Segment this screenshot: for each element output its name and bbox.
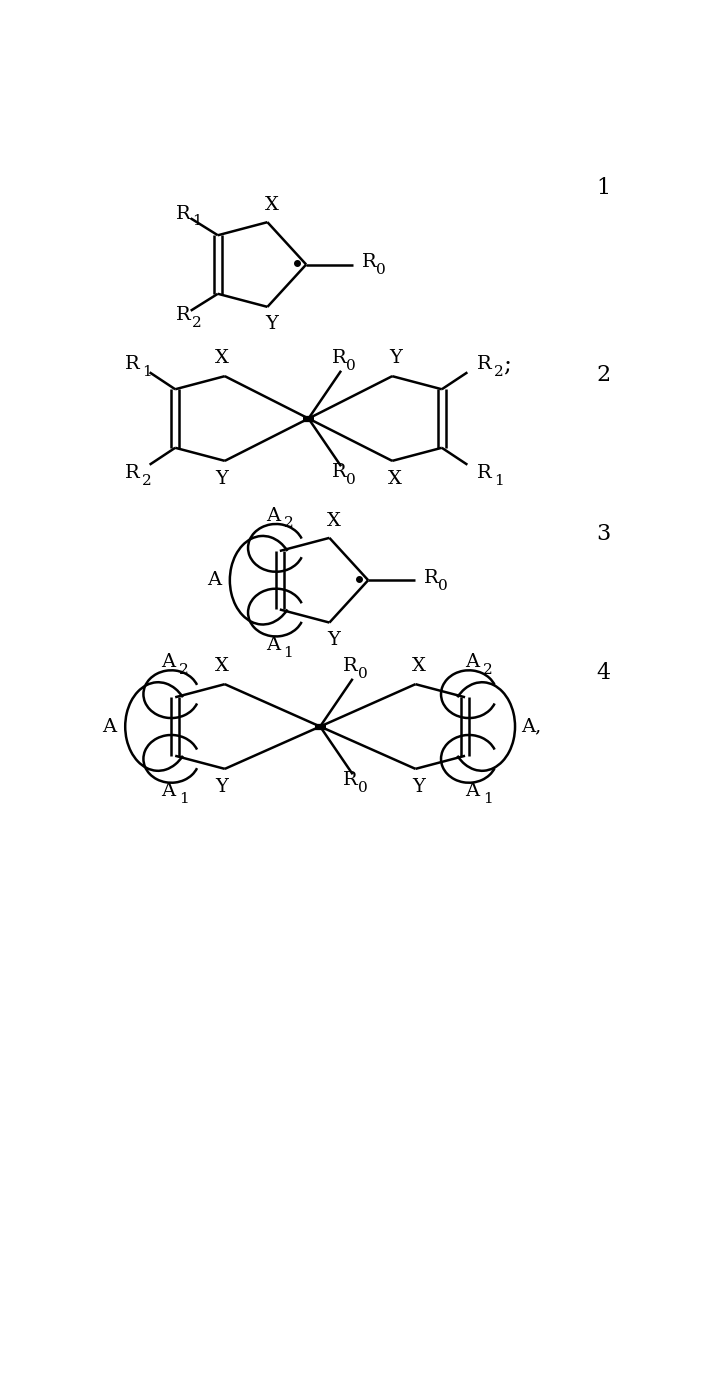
Text: R: R (332, 463, 346, 481)
Text: 1: 1 (142, 365, 152, 379)
Text: 0: 0 (346, 473, 356, 487)
Text: ;: ; (503, 353, 511, 375)
Text: A,: A, (521, 718, 541, 736)
Text: Y: Y (327, 631, 341, 649)
Text: Y: Y (266, 315, 278, 333)
Text: A: A (465, 783, 479, 801)
Text: 3: 3 (596, 523, 610, 545)
Text: R: R (343, 772, 358, 790)
Text: 0: 0 (438, 578, 448, 592)
Text: R: R (343, 657, 358, 675)
Text: A: A (161, 783, 175, 801)
Text: Y: Y (389, 349, 402, 366)
Text: 2: 2 (494, 365, 504, 379)
Text: 0: 0 (346, 360, 356, 373)
Text: R: R (175, 205, 191, 223)
Text: R: R (424, 568, 439, 586)
Text: R: R (477, 355, 492, 373)
Text: 1: 1 (494, 474, 504, 488)
Text: X: X (327, 512, 341, 530)
Text: 1: 1 (596, 177, 610, 199)
Text: 2: 2 (596, 364, 610, 386)
Text: 1: 1 (283, 646, 293, 660)
Text: R: R (125, 355, 140, 373)
Text: 2: 2 (179, 662, 189, 676)
Text: 0: 0 (376, 263, 386, 277)
Text: A: A (207, 571, 221, 589)
Text: R: R (332, 350, 346, 368)
Text: R: R (175, 307, 191, 325)
Text: 2: 2 (283, 516, 293, 530)
Text: R: R (362, 253, 376, 271)
Text: X: X (215, 657, 229, 675)
Text: Y: Y (412, 779, 425, 797)
Text: 0: 0 (358, 781, 367, 795)
Text: R: R (477, 465, 492, 483)
Text: 0: 0 (358, 667, 367, 682)
Text: R: R (125, 465, 140, 483)
Text: X: X (265, 196, 279, 214)
Text: Y: Y (215, 779, 228, 797)
Text: Y: Y (215, 470, 228, 488)
Text: X: X (411, 657, 426, 675)
Text: 2: 2 (192, 317, 202, 331)
Text: X: X (388, 470, 402, 488)
Text: 1: 1 (179, 792, 189, 806)
Text: A: A (102, 718, 116, 736)
Text: A: A (465, 653, 479, 671)
Text: 1: 1 (483, 792, 492, 806)
Text: X: X (215, 349, 229, 366)
Text: 1: 1 (192, 214, 202, 228)
Text: A: A (161, 653, 175, 671)
Text: 2: 2 (483, 662, 492, 676)
Text: 2: 2 (142, 474, 152, 488)
Text: A: A (266, 636, 280, 654)
Text: A: A (266, 506, 280, 524)
Text: 4: 4 (596, 661, 610, 683)
